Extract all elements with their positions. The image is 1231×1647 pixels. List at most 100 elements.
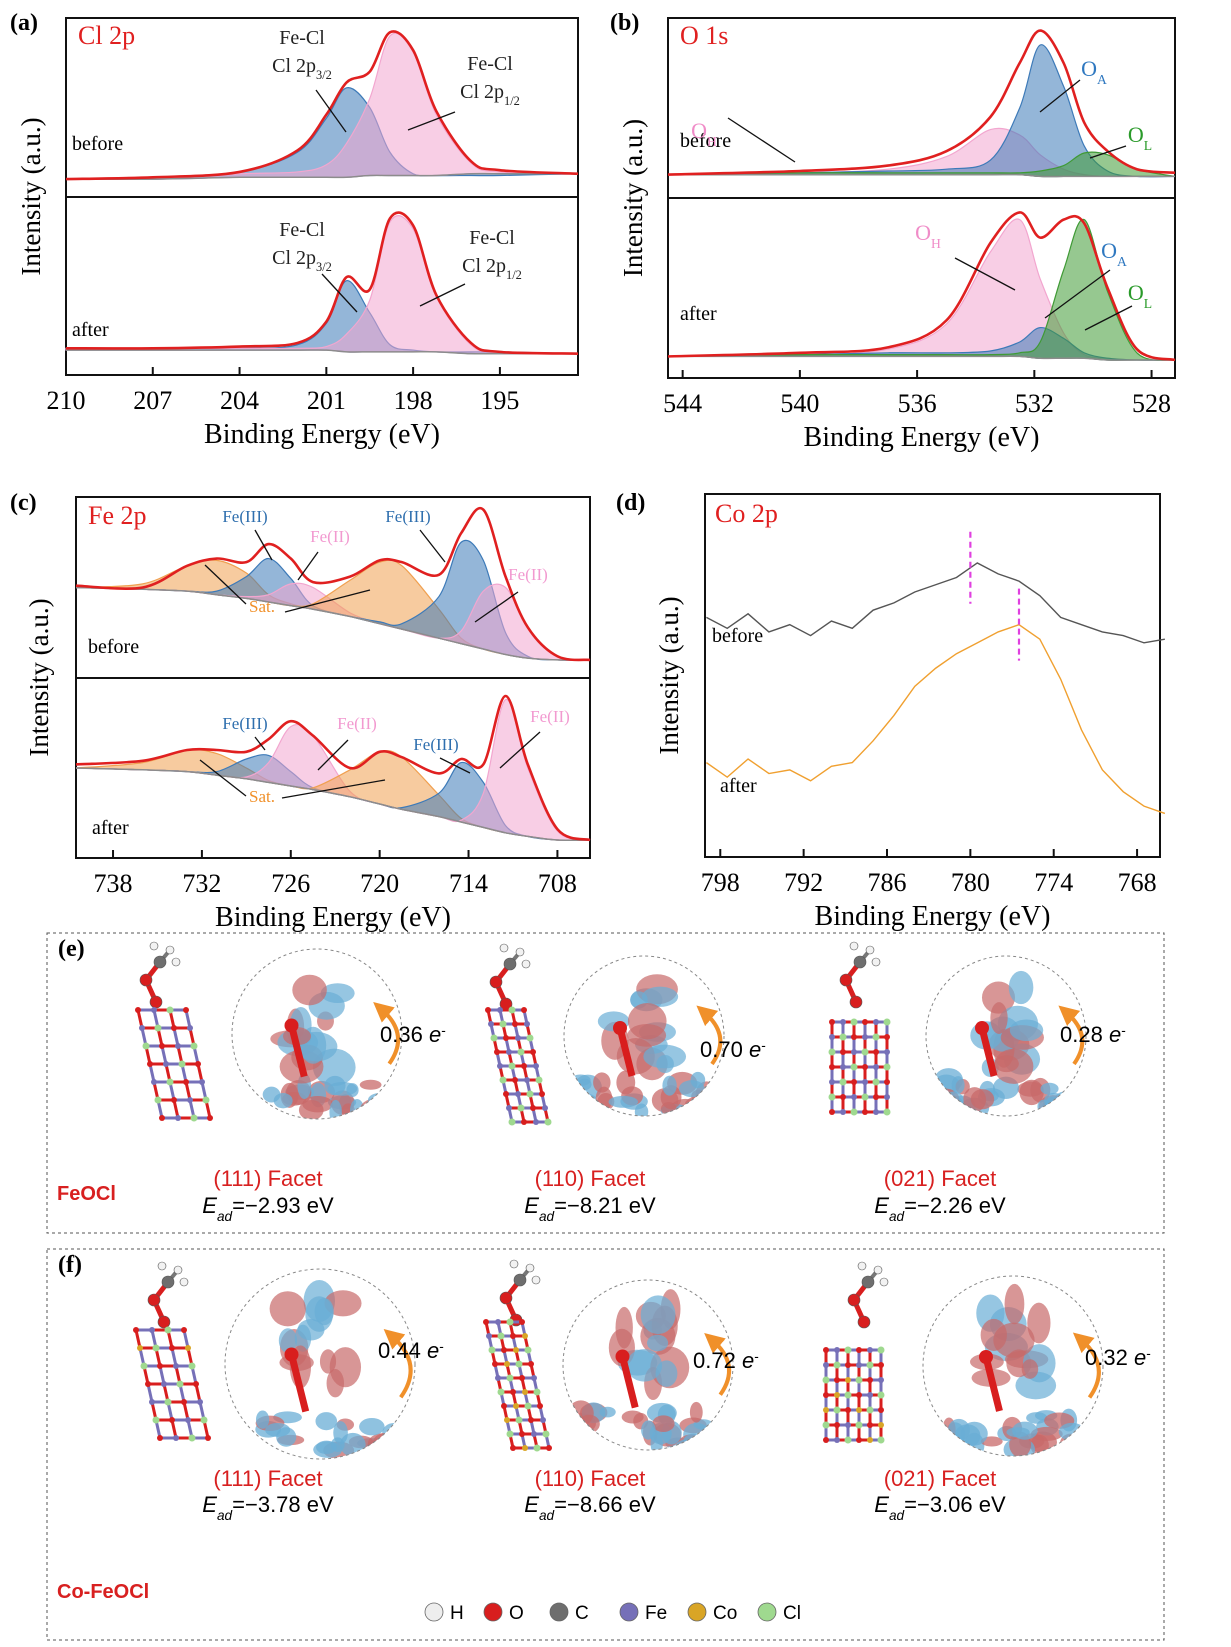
annotation-main: O (1101, 238, 1117, 263)
charge-arrow (1058, 1005, 1085, 1066)
atom (840, 1109, 846, 1115)
atom (171, 1025, 177, 1031)
density-blob (662, 1075, 677, 1096)
leader-line (419, 529, 446, 563)
atom (284, 1018, 299, 1033)
x-tick-label: 198 (394, 386, 433, 415)
legend-swatch (483, 1602, 503, 1622)
x-tick-label: 714 (449, 869, 488, 898)
bond (182, 1401, 190, 1421)
annotation: OA (1101, 238, 1127, 269)
x-tick-label: 768 (1118, 868, 1157, 897)
annotation: Fe-Cl (467, 53, 513, 75)
atom (840, 1064, 846, 1070)
charge-value: 0.44 (378, 1338, 421, 1363)
density-blob (993, 1048, 1034, 1084)
charge-unit: e (742, 1348, 754, 1373)
atom (823, 1362, 829, 1368)
charge-unit: e (429, 1022, 441, 1047)
density-blob (326, 1369, 345, 1398)
atom (486, 1333, 492, 1339)
charge-value: 0.36 (380, 1022, 423, 1047)
atom (884, 1094, 890, 1100)
atom (822, 1421, 830, 1429)
crystal-slab (133, 1326, 211, 1442)
charge-unit: e (1134, 1345, 1146, 1370)
density-blob (935, 1101, 952, 1116)
annotation-sub: L (1144, 296, 1152, 311)
x-tick-label: 195 (480, 386, 519, 415)
density-blob (372, 1433, 397, 1454)
energy-symbol-sub: ad (217, 1209, 233, 1224)
atom (524, 1021, 530, 1027)
atom (284, 1347, 299, 1362)
atom (525, 1263, 535, 1273)
density-blob (1006, 1427, 1030, 1438)
crystal-slab (828, 1018, 891, 1116)
atom (152, 1416, 160, 1424)
atom (849, 941, 859, 951)
atom (173, 1363, 179, 1369)
atom (871, 957, 881, 967)
atom (509, 1259, 519, 1269)
panel-label: (a) (10, 10, 38, 36)
atom (873, 1109, 879, 1115)
atom (183, 1007, 189, 1013)
adsorbate (847, 1261, 889, 1329)
atom (171, 957, 181, 967)
legend-swatch (424, 1602, 444, 1622)
facet-name: (111) Facet (213, 1166, 322, 1191)
annotation: Fe-Cl (469, 227, 515, 249)
x-tick-label: 544 (663, 389, 702, 418)
bond (288, 1024, 308, 1078)
atom (485, 1007, 491, 1013)
baseline (75, 586, 591, 661)
annotation-main: Fe-Cl (279, 27, 325, 49)
atom (524, 1402, 532, 1410)
density-blob (683, 1433, 705, 1450)
bond (170, 1419, 178, 1439)
energy-symbol-sub: ad (889, 1209, 905, 1224)
x-axis-label: Binding Energy (eV) (215, 902, 451, 933)
annotation-main: Fe(III) (413, 735, 458, 754)
atom (499, 1291, 513, 1305)
adsorbate (139, 941, 181, 1009)
legend-label: Co (713, 1603, 737, 1624)
subplot-label: before (680, 130, 731, 152)
annotation-main: O (1128, 280, 1144, 305)
x-tick-label: 786 (868, 868, 907, 897)
envelope (75, 694, 591, 842)
bond (172, 1027, 180, 1047)
x-axis-label: Binding Energy (eV) (204, 419, 440, 450)
density-blob (1026, 1412, 1048, 1424)
energy-value: =−3.78 eV (232, 1492, 334, 1517)
atom (157, 1363, 163, 1369)
charge-arrow (696, 1005, 723, 1066)
bubble-outline (922, 1275, 1104, 1457)
annotation: Fe-Cl (279, 27, 325, 49)
atom (829, 1034, 835, 1040)
annotation: Cl 2p3/2 (272, 247, 332, 274)
atom (488, 1346, 496, 1354)
bond (158, 1365, 166, 1385)
leader-line (199, 759, 247, 797)
atom (499, 943, 509, 953)
annotation-sub: 1/2 (504, 94, 520, 108)
bond (184, 1081, 192, 1101)
x-tick-label: 536 (898, 389, 937, 418)
atom (883, 1063, 891, 1071)
atom (169, 1345, 175, 1351)
atom (503, 957, 517, 971)
density-blob (643, 1044, 687, 1069)
density-blob (382, 1422, 406, 1444)
facet-name: (110) Facet (535, 1166, 646, 1191)
x-axis-label: Binding Energy (eV) (815, 901, 1051, 932)
atom (834, 1392, 840, 1398)
atom (533, 1063, 539, 1069)
atom (504, 1361, 510, 1367)
atom (149, 995, 163, 1009)
annotation-main: Cl 2p (272, 55, 316, 77)
atom (979, 1350, 993, 1364)
x-tick-label: 732 (182, 869, 221, 898)
